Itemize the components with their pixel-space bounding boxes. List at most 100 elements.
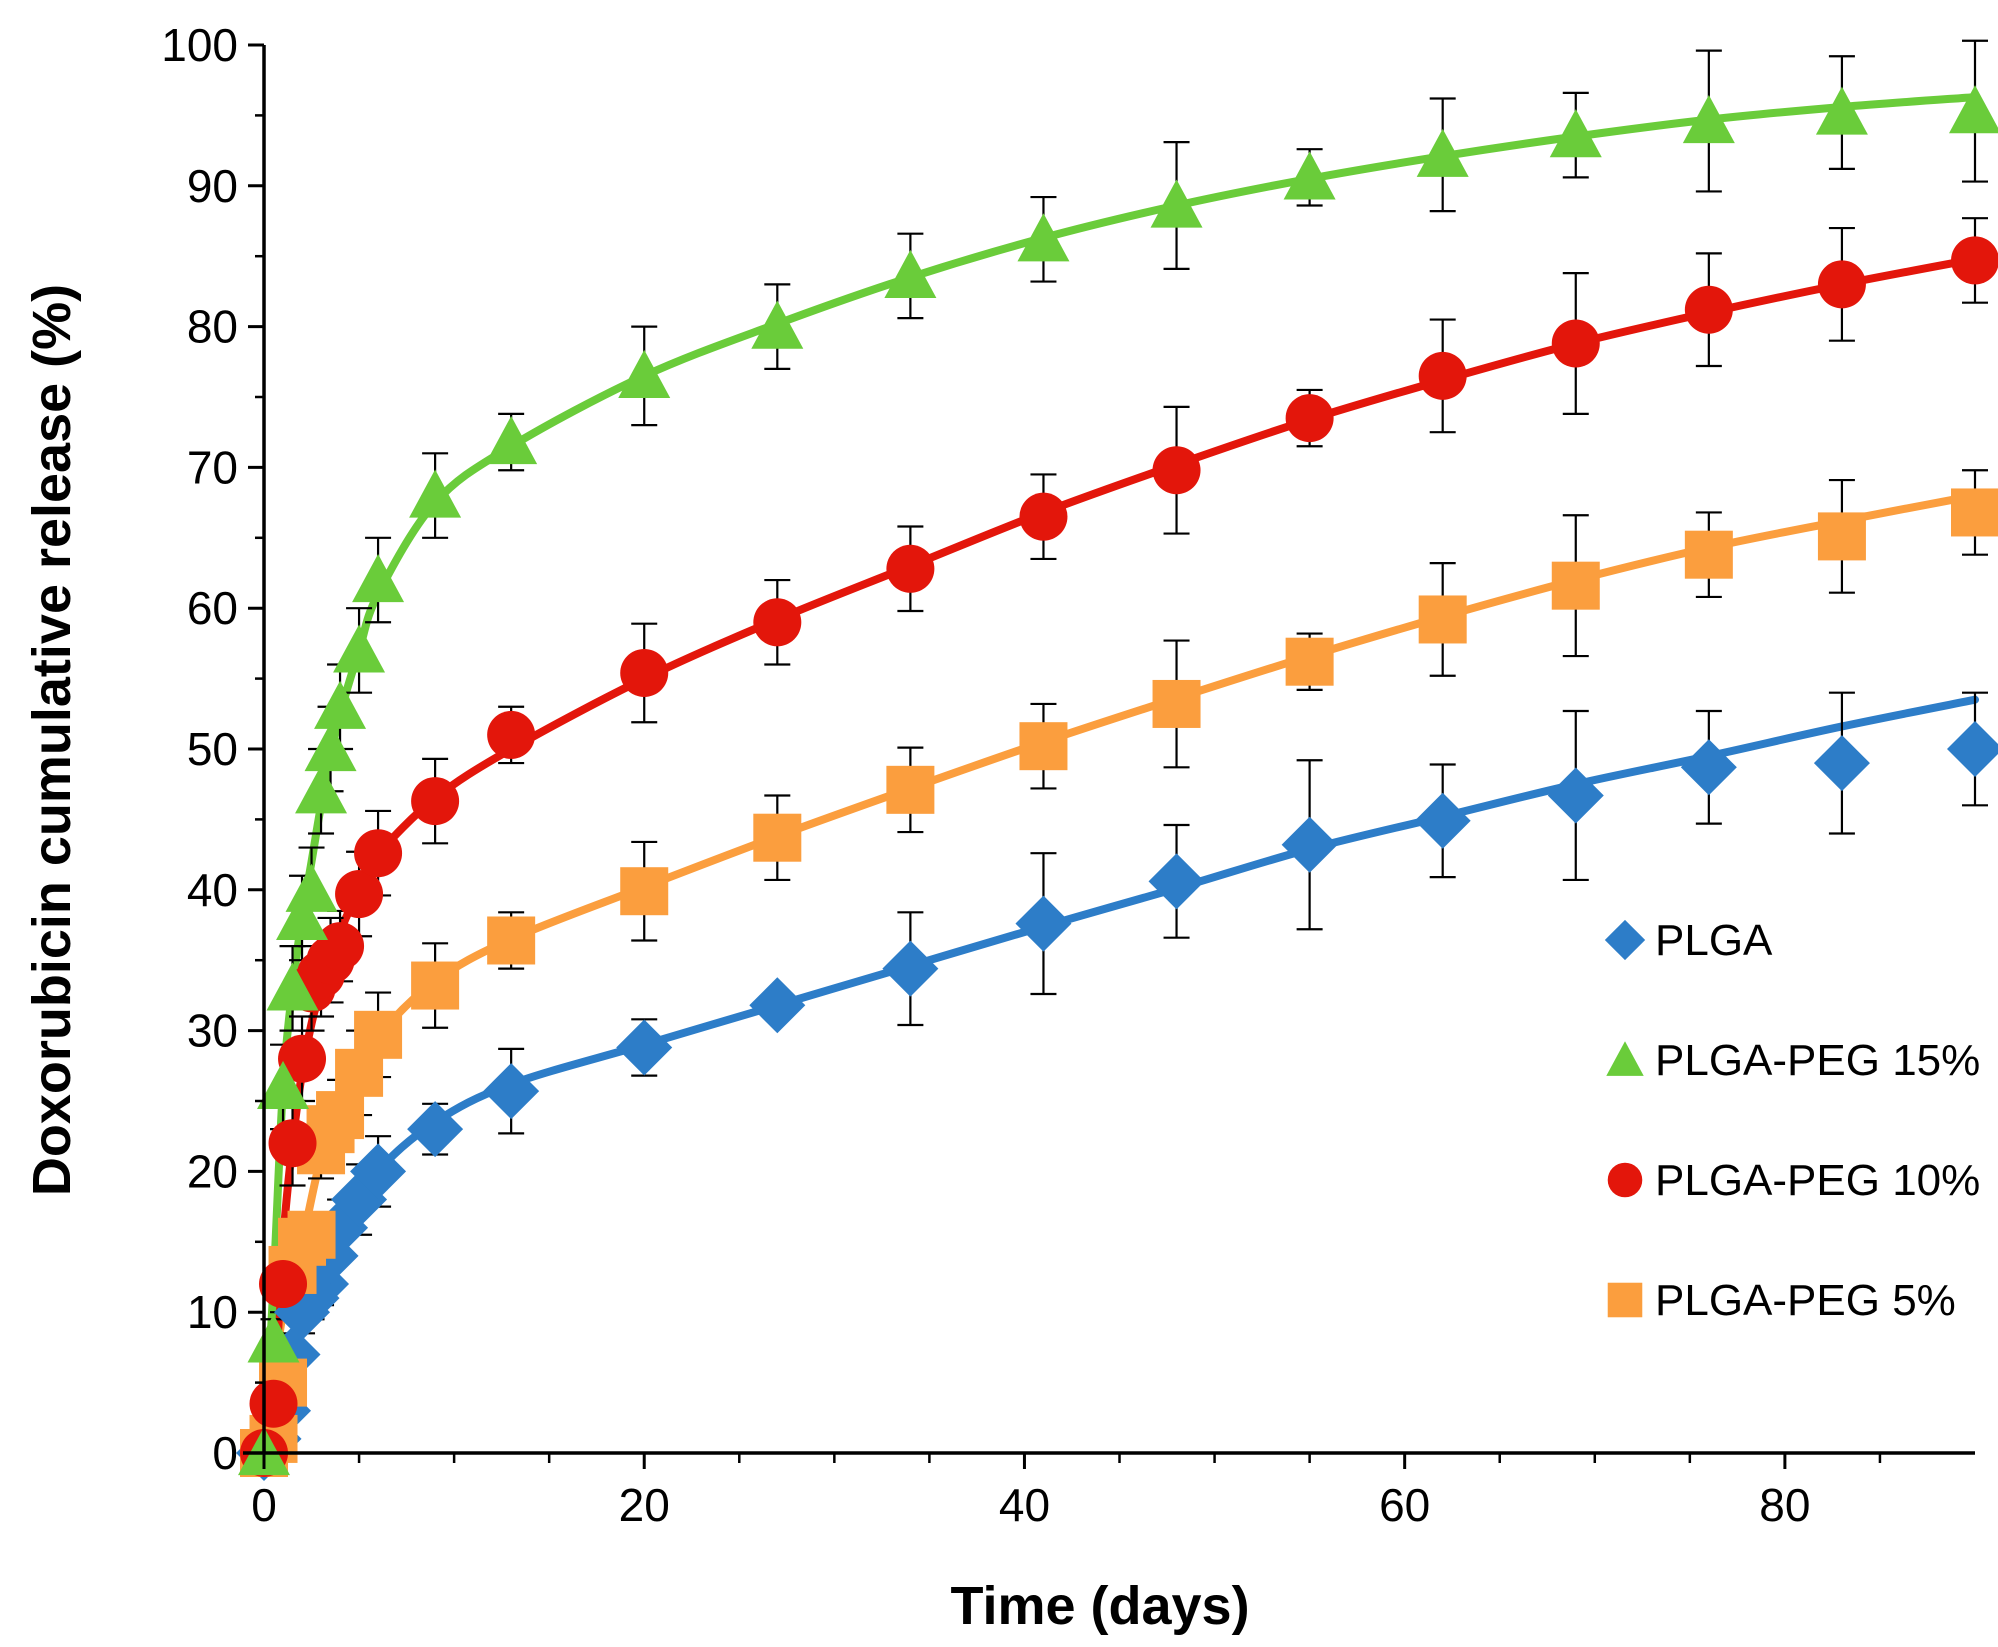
- data-point-plga-peg-10: [335, 870, 384, 919]
- legend-marker-plga: [1604, 919, 1646, 961]
- data-point-plga-peg-15: [257, 1060, 310, 1110]
- x-axis-title: Time (days): [950, 1576, 1249, 1636]
- data-point-plga-peg-15: [1017, 213, 1070, 262]
- legend-marker-plga-peg-10: [1607, 1162, 1643, 1198]
- data-point-plga: [616, 1019, 673, 1076]
- data-point-plga: [1547, 767, 1604, 824]
- data-point-plga-peg-10: [1817, 260, 1866, 309]
- data-point-plga-peg-5: [1551, 561, 1600, 610]
- data-point-plga-peg-15: [1949, 85, 1998, 134]
- data-point-plga-peg-5: [411, 961, 460, 1010]
- data-point-plga-peg-10: [1951, 236, 1998, 285]
- data-point-plga: [1414, 792, 1471, 849]
- data-point-plga-peg-5: [354, 1010, 403, 1059]
- data-point-plga-peg-10: [1019, 492, 1068, 541]
- data-point-plga-peg-10: [411, 777, 460, 826]
- data-point-plga-peg-15: [276, 891, 329, 941]
- data-point-plga-peg-5: [1817, 512, 1866, 561]
- x-tick-label: 0: [251, 1479, 277, 1531]
- fit-curve-plga-peg-10: [260, 255, 1979, 1420]
- data-point-plga-peg-15: [352, 554, 405, 603]
- data-point-plga-peg-15: [1416, 128, 1469, 177]
- legend-label-plga-peg-5: PLGA-PEG 5%: [1655, 1276, 1956, 1325]
- legend: PLGA PLGA-PEG 15% PLGA-PEG 10% PLGA-PEG 5%: [1604, 916, 1980, 1325]
- data-point-plga: [882, 940, 939, 997]
- y-axis-title: Doxorubicin cumulative release (%): [22, 284, 82, 1196]
- x-tick-label: 20: [619, 1479, 670, 1531]
- y-tick-label: 100: [161, 19, 238, 71]
- data-point-plga-peg-10: [1285, 394, 1334, 443]
- data-point-plga-peg-15: [1815, 86, 1868, 135]
- y-tick-label: 20: [187, 1145, 238, 1197]
- data-point-plga: [749, 977, 806, 1034]
- data-point-plga-peg-5: [287, 1210, 336, 1259]
- legend-label-plga-peg-15: PLGA-PEG 15%: [1655, 1036, 1980, 1085]
- data-point-plga-peg-15: [485, 416, 538, 465]
- y-tick-label: 30: [187, 1005, 238, 1057]
- data-point-plga-peg-15: [409, 469, 462, 518]
- y-tick-label: 60: [187, 582, 238, 634]
- data-point-plga-peg-5: [886, 765, 935, 814]
- data-point-plga-peg-15: [1283, 151, 1336, 200]
- data-point-plga-peg-15: [314, 680, 367, 729]
- data-point-plga-peg-15: [247, 1314, 300, 1363]
- y-tick-label: 50: [187, 723, 238, 775]
- data-point-plga-peg-15: [751, 300, 804, 349]
- data-point-plga-peg-10: [278, 1034, 327, 1083]
- data-point-plga-peg-5: [1684, 530, 1733, 579]
- y-tick-label: 90: [187, 160, 238, 212]
- data-point-plga-peg-5: [620, 867, 669, 916]
- data-point-plga-peg-10: [268, 1119, 317, 1168]
- data-point-plga-peg-5: [1285, 637, 1334, 686]
- data-point-plga-peg-10: [1551, 319, 1600, 368]
- data-point-plga-peg-15: [266, 962, 319, 1011]
- data-points: [236, 85, 1998, 1481]
- data-point-plga-peg-15: [1549, 109, 1602, 158]
- y-tick-label: 40: [187, 864, 238, 916]
- data-point-plga-peg-10: [1418, 351, 1467, 400]
- data-point-plga: [350, 1143, 407, 1200]
- data-point-plga: [1813, 735, 1870, 792]
- data-point-plga-peg-15: [295, 765, 348, 814]
- y-tick-label: 80: [187, 301, 238, 353]
- data-point-plga-peg-5: [1951, 488, 1998, 537]
- data-point-plga-peg-5: [316, 1091, 365, 1140]
- y-tick-label: 70: [187, 441, 238, 493]
- data-point-plga-peg-10: [620, 648, 669, 697]
- legend-marker-plga-peg-15: [1606, 1041, 1644, 1076]
- legend-label-plga-peg-10: PLGA-PEG 10%: [1655, 1156, 1980, 1205]
- data-point-plga: [1148, 853, 1205, 910]
- x-tick-label: 40: [999, 1479, 1050, 1531]
- data-point-plga-peg-5: [1418, 595, 1467, 644]
- axes: 0 10 20 30 40 50 60 70 80 90 100 0 20 40 60 80: [161, 19, 1975, 1531]
- y-tick-label: 10: [187, 1286, 238, 1338]
- data-point-plga-peg-10: [249, 1379, 298, 1428]
- data-point-plga-peg-5: [1152, 679, 1201, 728]
- data-point-plga: [483, 1063, 540, 1120]
- data-point-plga-peg-10: [886, 544, 935, 593]
- data-point-plga-peg-15: [1682, 95, 1735, 144]
- data-point-plga-peg-15: [304, 723, 357, 772]
- data-point-plga-peg-10: [1152, 446, 1201, 495]
- legend-label-plga: PLGA: [1655, 916, 1773, 965]
- data-point-plga-peg-15: [884, 249, 937, 299]
- data-point-plga-peg-10: [316, 922, 365, 971]
- data-point-plga-peg-5: [1019, 722, 1068, 771]
- x-tick-label: 80: [1759, 1479, 1810, 1531]
- data-point-plga: [1680, 739, 1737, 796]
- data-point-plga-peg-15: [1150, 179, 1203, 228]
- data-point-plga-peg-15: [285, 863, 338, 912]
- data-point-plga: [1015, 895, 1072, 952]
- data-point-plga-peg-10: [487, 710, 536, 759]
- fit-curve-plga-peg-15: [260, 93, 1979, 1457]
- legend-marker-plga-peg-5: [1607, 1282, 1643, 1318]
- data-point-plga-peg-10: [753, 598, 802, 647]
- data-point-plga-peg-5: [487, 916, 536, 965]
- data-point-plga-peg-15: [333, 624, 386, 673]
- data-point-plga: [1947, 721, 1998, 777]
- x-tick-label: 60: [1379, 1479, 1430, 1531]
- data-point-plga-peg-10: [1684, 285, 1733, 334]
- y-tick-label: 0: [212, 1427, 238, 1479]
- data-point-plga-peg-15: [618, 349, 671, 398]
